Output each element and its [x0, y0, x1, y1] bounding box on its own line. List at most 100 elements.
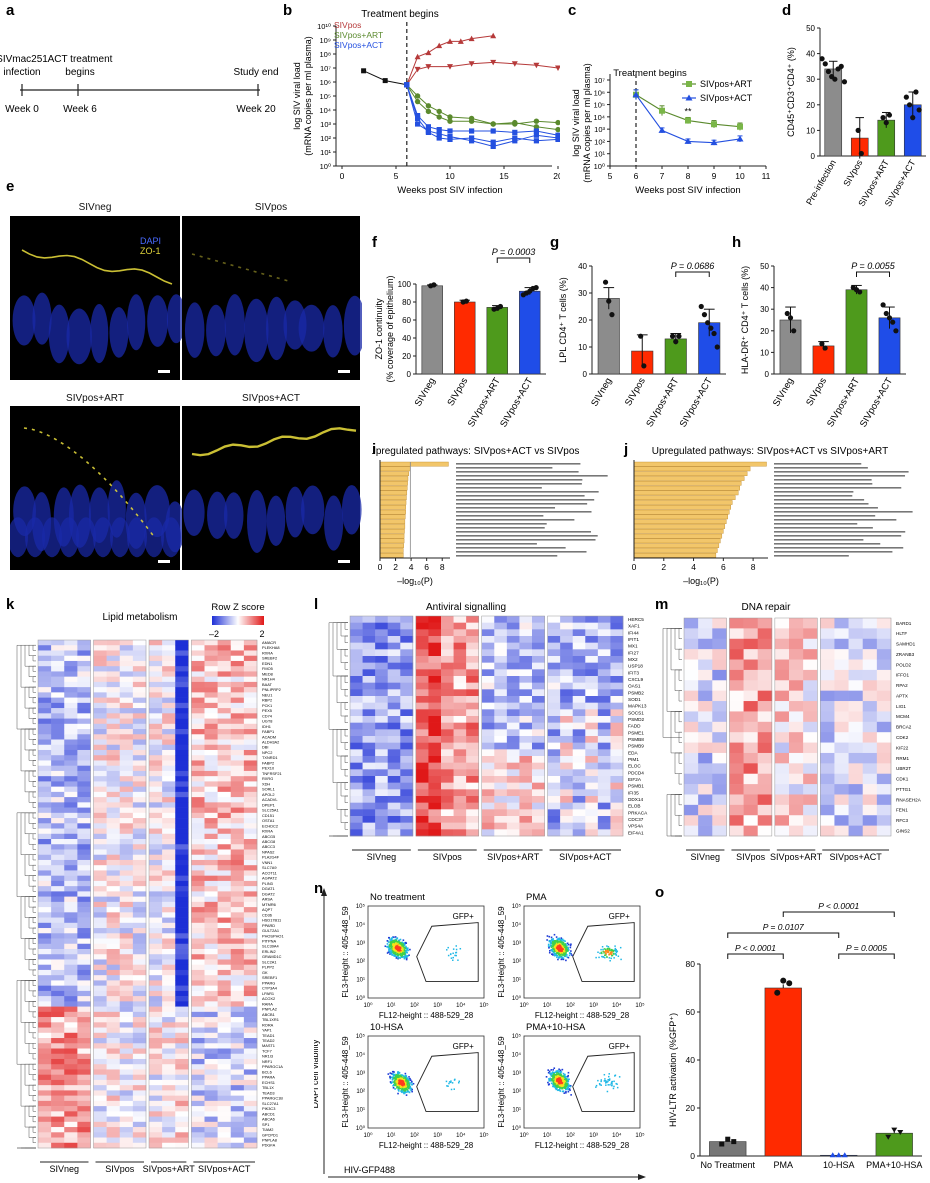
k-cell — [119, 891, 134, 897]
k-gene-label: SLC7A9 — [262, 865, 277, 870]
n-x-tick-label: 10⁴ — [456, 1002, 466, 1009]
k-cell — [204, 823, 218, 829]
k-cell — [51, 729, 65, 735]
l-cell — [453, 642, 467, 650]
b-title: Treatment begins — [361, 9, 438, 20]
k-cell — [106, 1069, 121, 1075]
l-cell — [506, 749, 520, 757]
m-dendrogram — [678, 690, 682, 702]
k-cell — [93, 797, 107, 803]
b-point-sivpos — [425, 49, 432, 56]
n-event — [401, 952, 404, 955]
m-cell — [757, 804, 773, 816]
k-group-label: SIVneg — [49, 1164, 79, 1174]
k-cell — [132, 645, 147, 651]
k-cell — [132, 1032, 147, 1039]
c-legend-art-marker — [686, 81, 692, 87]
k-cell — [175, 760, 189, 766]
n-event — [390, 951, 392, 953]
k-cell — [162, 1090, 176, 1096]
l-cell — [585, 709, 599, 717]
l-cell — [481, 662, 495, 670]
k-gene-label: ACADVL — [262, 797, 278, 802]
k-cell — [64, 1127, 78, 1133]
k-cell — [106, 1038, 121, 1044]
h-datapoint — [886, 315, 893, 321]
l-cell — [494, 829, 508, 837]
k-gene-label: NR1H4 — [262, 677, 276, 682]
k-gene-label: FMO5 — [262, 666, 273, 671]
n-event — [547, 943, 550, 946]
k-cell — [77, 729, 91, 735]
k-cell — [204, 1090, 218, 1096]
k-cell — [64, 1085, 78, 1091]
nucleus-dapi — [206, 304, 226, 357]
k-cell — [243, 828, 258, 835]
panel-label-m: m — [655, 596, 669, 613]
m-gene-label: CDK2 — [896, 735, 909, 740]
k-cell — [51, 713, 65, 719]
k-cell — [132, 969, 147, 976]
b-y-tick-label: 10¹⁰ — [317, 22, 331, 31]
m-cell — [862, 732, 878, 743]
n-gfp-event — [455, 945, 458, 947]
k-cell — [204, 807, 218, 814]
k-cell — [106, 760, 121, 766]
l-cell — [400, 829, 414, 837]
m-cell — [820, 690, 835, 702]
k-cell — [243, 1100, 258, 1107]
k-cell — [132, 749, 147, 756]
n-event — [402, 953, 405, 955]
n-gfp-event — [610, 948, 613, 951]
k-cell — [106, 870, 121, 876]
n-gfp-event — [608, 957, 611, 959]
n-event — [558, 940, 561, 943]
m-cell — [743, 794, 759, 806]
k-cell — [175, 1053, 189, 1060]
m-cell — [789, 711, 804, 723]
k-cell — [77, 933, 91, 939]
k-cell — [77, 948, 91, 955]
n-event — [402, 939, 405, 941]
l-cell — [585, 736, 599, 743]
l-cell — [519, 736, 533, 743]
k-cell — [175, 943, 189, 950]
l-cell — [466, 762, 480, 770]
l-cell — [585, 716, 599, 723]
l-cell — [400, 736, 414, 743]
k-cell — [119, 645, 134, 651]
k-cell — [217, 964, 232, 971]
k-cell — [64, 676, 78, 683]
k-cell — [119, 1132, 134, 1138]
b-y-tick-label: 10² — [320, 134, 331, 143]
k-cell — [77, 818, 91, 824]
nucleus-dapi — [76, 517, 96, 558]
l-cell — [494, 702, 508, 710]
f-x-tick-label: SIVpos — [446, 376, 471, 408]
k-cell — [217, 781, 232, 787]
k-cell — [149, 687, 163, 693]
b-point-sivpos — [533, 62, 540, 69]
k-cell — [149, 823, 163, 829]
m-cell — [803, 680, 818, 691]
k-cell — [217, 828, 232, 835]
l-cell — [610, 676, 624, 683]
k-cell — [51, 702, 65, 709]
k-cell — [119, 687, 134, 693]
m-cell — [712, 825, 727, 837]
k-gene-label: UGT8 — [262, 719, 272, 724]
k-cell — [204, 765, 218, 772]
l-cell — [532, 742, 545, 750]
k-cell — [51, 1058, 65, 1065]
j-x-tick-label: 6 — [721, 562, 726, 572]
n-gate-label: GFP+ — [453, 912, 474, 921]
k-cell — [230, 818, 245, 824]
b-point-act — [555, 135, 560, 141]
k-cell — [217, 770, 232, 777]
k-cell — [191, 980, 205, 986]
m-cell — [774, 711, 790, 723]
m-cell — [712, 742, 727, 754]
m-cell — [803, 732, 818, 743]
m-cell — [848, 659, 864, 671]
k-cell — [191, 917, 205, 924]
